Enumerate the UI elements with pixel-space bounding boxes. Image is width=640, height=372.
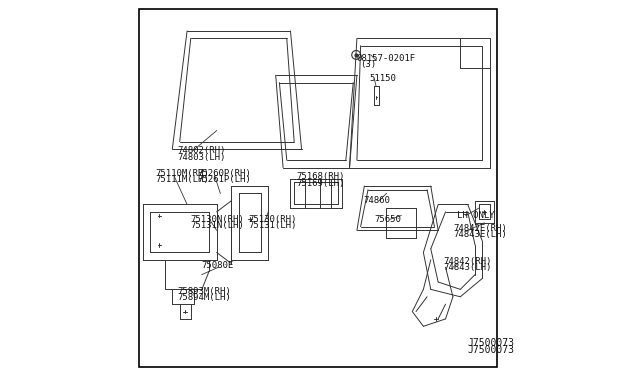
- Text: (3): (3): [360, 60, 376, 70]
- Text: 75894M(LH): 75894M(LH): [178, 293, 232, 302]
- Text: 75260P(RH): 75260P(RH): [197, 169, 251, 177]
- Text: J7500073: J7500073: [468, 345, 515, 355]
- Text: 74843(LH): 74843(LH): [444, 263, 492, 272]
- Text: 08157-0201F: 08157-0201F: [356, 54, 415, 63]
- Text: 75130(RH): 75130(RH): [248, 215, 296, 224]
- Text: 75130N(RH): 75130N(RH): [190, 215, 244, 224]
- Text: 75893M(RH): 75893M(RH): [178, 287, 232, 296]
- Text: 75650: 75650: [374, 215, 401, 224]
- Text: 75168(RH): 75168(RH): [296, 172, 344, 181]
- Text: 75261P(LH): 75261P(LH): [197, 175, 251, 184]
- Text: 75131(LH): 75131(LH): [248, 221, 296, 230]
- Text: 75110M(RH): 75110M(RH): [156, 169, 209, 177]
- Text: 75169(LH): 75169(LH): [296, 179, 344, 187]
- Text: 75111M(LH): 75111M(LH): [156, 175, 209, 184]
- Text: 74842E(RH): 74842E(RH): [454, 224, 508, 233]
- Text: 74843E(LH): 74843E(LH): [454, 230, 508, 239]
- Text: 74803(LH): 74803(LH): [178, 153, 226, 162]
- Text: 51150: 51150: [370, 74, 397, 83]
- Text: LH ONLY: LH ONLY: [456, 211, 494, 220]
- Text: 74842(RH): 74842(RH): [444, 257, 492, 266]
- Text: 74802(RH): 74802(RH): [178, 147, 226, 155]
- Text: 75080E: 75080E: [201, 261, 234, 270]
- Text: 75131N(LH): 75131N(LH): [190, 221, 244, 230]
- Text: J7500073: J7500073: [468, 338, 515, 348]
- Text: 74860: 74860: [364, 196, 390, 205]
